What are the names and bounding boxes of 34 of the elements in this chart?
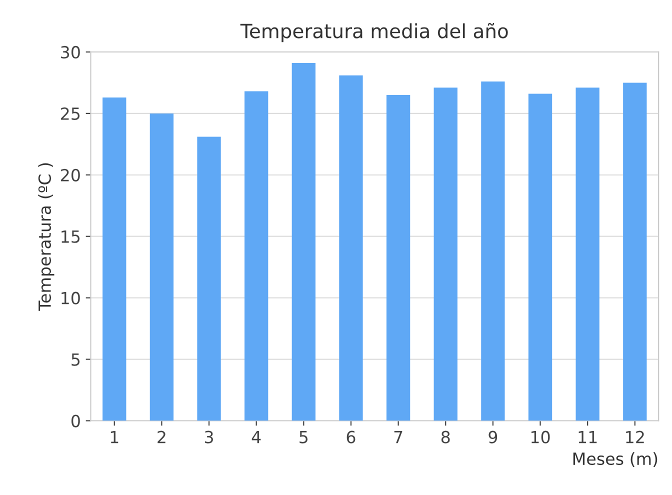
bar (481, 81, 505, 421)
bar (244, 91, 268, 421)
x-tick-label: 5 (300, 430, 308, 444)
x-tick-label: 7 (394, 430, 402, 444)
bar (292, 63, 316, 421)
y-axis-title: Temperatura (ºC ) (38, 163, 54, 311)
y-tick-label: 0 (71, 414, 80, 428)
bar (576, 88, 600, 421)
x-tick-label: 11 (578, 430, 597, 444)
x-tick-label: 12 (626, 430, 644, 444)
y-tick-label: 15 (62, 230, 80, 243)
x-tick-label: 3 (204, 430, 213, 444)
bar (434, 88, 458, 421)
bar (623, 82, 647, 421)
y-tick-label: 20 (61, 168, 80, 182)
bar (102, 97, 126, 421)
y-tick-label: 25 (61, 107, 80, 120)
x-tick-label: 1 (110, 430, 118, 444)
y-tick-label: 10 (62, 292, 80, 304)
chart-title: Temperatura media del año (240, 22, 508, 42)
x-tick-label: 8 (441, 430, 450, 444)
bar (339, 75, 363, 421)
bar (386, 95, 410, 421)
x-tick-label: 10 (531, 430, 550, 444)
bar (150, 113, 174, 421)
x-tick-label: 4 (252, 430, 261, 444)
x-tick-label: 6 (346, 430, 356, 444)
x-axis-title: Meses (m) (573, 452, 658, 468)
y-tick-label: 5 (72, 353, 80, 366)
x-tick-label: 9 (488, 430, 498, 444)
bar (197, 136, 221, 421)
y-tick-label: 30 (61, 46, 80, 59)
x-tick-label: 2 (158, 430, 166, 444)
bar (528, 94, 552, 421)
